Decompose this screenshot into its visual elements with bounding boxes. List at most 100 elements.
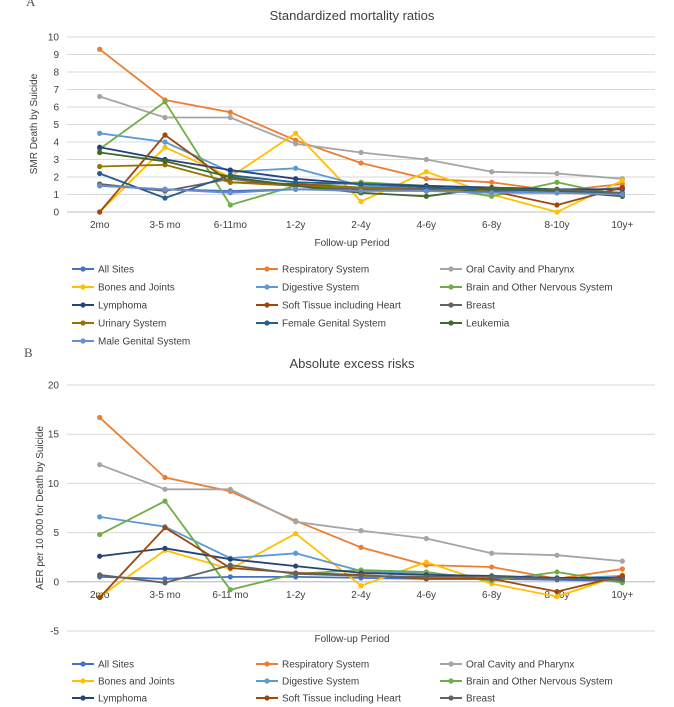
chart1-x-tick-label: 6-8y <box>482 220 501 231</box>
chart1-data-point <box>97 46 103 52</box>
chart1-data-point <box>227 167 233 173</box>
chart2-data-point <box>358 573 364 579</box>
chart1-data-point <box>554 190 560 196</box>
chart1-x-tick-label: 3-5 mo <box>149 220 181 231</box>
chart1-data-point <box>423 156 429 163</box>
chart2-data-point <box>619 573 625 579</box>
chart2-x-tick-label: 10y+ <box>611 590 633 601</box>
panel-a-letter: A <box>26 0 36 9</box>
chart1-y-tick-label: 4 <box>53 138 59 149</box>
chart1-x-axis-label: Follow-up Period <box>314 238 389 249</box>
chart1-legend-marker <box>448 302 454 308</box>
chart1-x-tick-label: 6-11mo <box>214 220 248 231</box>
chart1-data-point <box>423 188 429 194</box>
chart2-data-point <box>489 574 495 580</box>
chart1-legend-marker <box>264 284 270 290</box>
chart1-legend-marker <box>80 302 86 308</box>
chart1-data-point <box>554 170 560 177</box>
chart1-legend-label: Leukemia <box>466 319 510 330</box>
chart1-y-tick-label: 10 <box>48 33 60 44</box>
chart2-x-tick-label: 2-4y <box>351 590 370 601</box>
chart2-data-point <box>97 514 103 520</box>
chart2-data-point <box>162 580 168 586</box>
chart2-x-tick-label: 4-6y <box>417 590 436 601</box>
chart1-data-point <box>423 176 429 182</box>
chart2-data-point <box>162 525 168 531</box>
chart2-data-point <box>423 574 429 580</box>
chart2-data-point <box>162 576 168 582</box>
chart1-legend-label: Soft Tissue including Heart <box>282 301 401 312</box>
chart2-data-point <box>97 594 103 601</box>
chart1-legend-label: Oral Cavity and Pharynx <box>466 265 574 276</box>
chart2-data-point <box>489 564 495 570</box>
chart1-legend-label: Digestive System <box>282 283 359 294</box>
chart1-data-point <box>97 130 103 136</box>
chart2-y-tick-label: 20 <box>48 381 60 392</box>
chart1-title: Standardized mortality ratios <box>270 8 435 23</box>
chart1-data-point <box>227 179 233 185</box>
chart2-data-point <box>293 519 299 525</box>
chart1-data-point <box>619 177 625 184</box>
chart2-legend-label: Lymphoma <box>98 694 148 705</box>
chart2-data-point <box>554 569 560 575</box>
chart2-data-point <box>554 589 560 595</box>
chart2-legend-marker <box>264 695 270 701</box>
chart2-data-point <box>489 550 495 556</box>
chart2-data-point <box>293 530 299 537</box>
chart1-group: Standardized mortality ratios 0 1 2 3 4 5 6 7 8 9 1… <box>29 8 655 348</box>
chart1-data-point <box>489 169 495 175</box>
chart2-y-tick-label: 0 <box>53 577 59 588</box>
chart1-data-point <box>358 149 364 156</box>
chart1-legend-marker <box>264 266 270 272</box>
chart1-y-tick-label: 0 <box>53 208 59 219</box>
chart1-legend-marker <box>80 284 86 290</box>
chart2-data-point <box>97 531 103 538</box>
chart2-legend-marker <box>448 661 454 667</box>
chart1-legend-label: Bones and Joints <box>98 283 175 294</box>
chart1-legend-label: Respiratory System <box>282 265 369 276</box>
chart1-legend-marker <box>448 320 454 326</box>
chart1-data-point <box>162 158 168 164</box>
chart2-data-point <box>227 587 233 593</box>
chart2-data-point <box>97 414 103 421</box>
chart2-data-point <box>293 571 299 577</box>
chart1-legend-marker <box>264 320 270 326</box>
chart1-data-point <box>619 184 625 191</box>
chart1-x-tick-label: 10y+ <box>611 220 633 231</box>
chart2-data-point <box>97 462 103 468</box>
chart1-data-point <box>554 209 560 215</box>
chart2-data-point <box>293 563 299 569</box>
chart1-data-point <box>554 202 560 208</box>
chart1-x-tick-label: 2mo <box>90 220 110 231</box>
chart1-data-point <box>97 183 103 189</box>
chart1-y-tick-label: 3 <box>53 155 59 166</box>
chart1-series-line <box>99 95 623 180</box>
chart1-data-point <box>423 193 429 199</box>
chart2-data-point <box>358 528 364 534</box>
chart1-data-point <box>227 190 233 196</box>
chart1-data-point <box>97 170 103 177</box>
chart1-data-point <box>162 139 168 145</box>
chart2-data-point <box>162 474 168 481</box>
chart2-data-point <box>97 553 103 559</box>
chart1-y-tick-label: 9 <box>53 50 59 61</box>
chart2-legend-label: Breast <box>466 694 495 705</box>
chart2-legend-marker <box>448 678 454 684</box>
chart1-data-point <box>162 144 168 150</box>
chart2-data-point <box>358 544 364 550</box>
chart2-data-point <box>423 559 429 565</box>
chart1-data-point <box>358 160 364 166</box>
chart2-legend-marker <box>264 661 270 667</box>
chart2-legend-marker <box>448 695 454 701</box>
chart2-data-point <box>554 576 560 582</box>
chart2-data-point <box>619 577 625 583</box>
chart1-data-point <box>423 169 429 175</box>
chart2-y-axis-label: AER per 10 000 for Death by Suicide <box>35 426 46 590</box>
chart1-data-point <box>227 114 233 121</box>
chart1-legend-marker <box>80 266 86 272</box>
chart1-data-point <box>97 93 103 100</box>
chart1-data-point <box>489 184 495 191</box>
chart1-data-point <box>293 130 299 136</box>
chart1-x-tick-label: 1-2y <box>286 220 305 231</box>
chart1-data-point <box>554 179 560 185</box>
